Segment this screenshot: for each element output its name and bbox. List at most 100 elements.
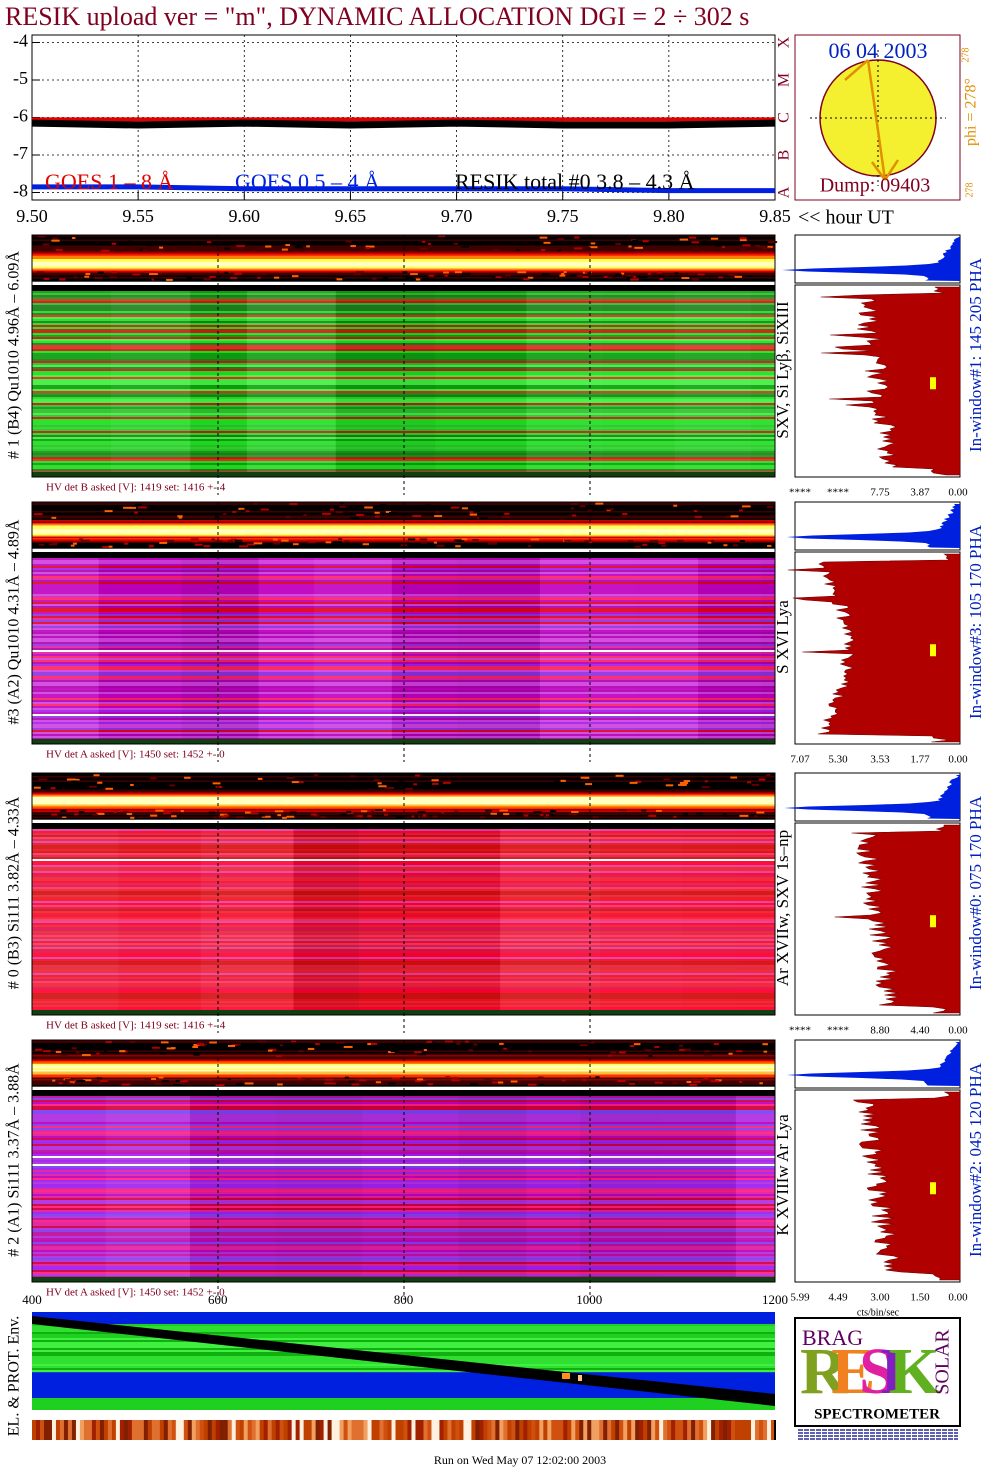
spectrogram-row [32, 993, 775, 996]
hist-tick-label: 5.99 [790, 1292, 810, 1304]
colorbar-cell [739, 1420, 744, 1440]
strip-speckle [498, 1082, 505, 1085]
spectrogram-row [32, 443, 775, 446]
strip-row [32, 269, 775, 272]
strip-speckle [139, 248, 143, 251]
colorbar-cell [43, 1420, 49, 1440]
env-row [32, 1340, 775, 1343]
spectrogram-edge [32, 823, 775, 829]
strip-speckle [320, 816, 327, 819]
strip-speckle [750, 250, 758, 253]
strip-speckle [123, 811, 129, 814]
strip-speckle [70, 780, 80, 783]
colorbar-cell [743, 1420, 748, 1440]
spectrogram-row [32, 1122, 775, 1125]
strip-speckle [312, 786, 320, 789]
strip-speckle [524, 784, 532, 787]
spectrogram-edge [32, 739, 775, 744]
strip-speckle [661, 544, 667, 547]
strip-row [32, 1056, 775, 1059]
strip-speckle [294, 246, 303, 249]
spectrogram-row [32, 425, 775, 428]
strip-speckle [356, 271, 364, 274]
strip-speckle [407, 538, 416, 541]
logo-spectrometer: SPECTROMETER [814, 1406, 940, 1422]
x-tick-label: 9.65 [335, 206, 367, 226]
strip-speckle [723, 813, 727, 816]
strip-speckle [703, 1055, 712, 1058]
strip-speckle [499, 809, 508, 812]
strip-speckle [728, 1052, 733, 1055]
spectrogram-row [32, 303, 775, 306]
strip-speckle [235, 542, 244, 545]
spectrogram-column [105, 1090, 190, 1282]
strip-speckle [193, 1053, 200, 1056]
strip-speckle [693, 510, 698, 513]
strip-speckle [504, 512, 510, 515]
colorbar-cell [507, 1420, 512, 1440]
spectrogram-row [32, 321, 775, 324]
strip-speckle [760, 505, 769, 508]
spectrogram-row [32, 861, 775, 864]
strip-speckle [435, 510, 440, 513]
colorbar-cell [355, 1420, 361, 1440]
colorbar-cell [395, 1420, 401, 1440]
spectrogram-column [32, 552, 99, 744]
strip-speckle [277, 1083, 283, 1086]
spectrogram-column [32, 285, 111, 477]
strip-row [32, 1061, 775, 1063]
strip-speckle [767, 544, 772, 547]
colorbar-cell [735, 1420, 740, 1440]
blue-histogram [786, 504, 960, 548]
strip-speckle [49, 543, 58, 546]
strip-speckle [647, 272, 651, 275]
logo-frame [794, 1317, 961, 1427]
strip-speckle [528, 545, 532, 548]
colorbar-cell [387, 1420, 393, 1440]
colorbar-cell [239, 1420, 245, 1440]
strip-speckle [42, 243, 50, 246]
strip-speckle [105, 787, 114, 790]
strip-speckle [425, 504, 431, 507]
strip-speckle [55, 1050, 62, 1053]
strip-row [32, 1055, 775, 1057]
spectrogram-column [110, 285, 191, 477]
strip-speckle [585, 777, 595, 780]
strip-speckle [549, 813, 554, 816]
strip-speckle [81, 1054, 91, 1057]
strip-speckle [219, 813, 228, 816]
spectrogram-row [32, 973, 775, 976]
strip-speckle [340, 502, 344, 505]
colorbar-cell [731, 1420, 736, 1440]
strip-speckle [258, 1040, 268, 1043]
spectrogram-row [32, 413, 775, 416]
strip-speckle [178, 1082, 185, 1085]
strip-speckle [721, 246, 725, 249]
spectrogram-row [32, 933, 775, 936]
strip-speckle [162, 1079, 169, 1082]
x-tick-label: 9.50 [16, 206, 48, 226]
strip-speckle [336, 511, 343, 514]
strip-row [32, 807, 775, 810]
strip-speckle [703, 240, 708, 243]
strip-speckle [370, 810, 375, 813]
strip-row [32, 536, 775, 539]
spectrogram-row [32, 1248, 775, 1251]
strip-speckle [327, 783, 336, 786]
strip-row [32, 257, 775, 260]
strip-speckle [610, 1051, 617, 1054]
strip-speckle [734, 275, 742, 278]
strip-speckle [465, 1040, 469, 1043]
strip-row [32, 782, 775, 784]
env-marker [578, 1375, 582, 1381]
colorbar-cell [443, 1420, 448, 1440]
colorbar-cell [111, 1420, 117, 1440]
colorbar-cell [455, 1420, 460, 1440]
spectrogram-row [32, 333, 775, 336]
strip-speckle [372, 277, 377, 280]
spectrogram-column [118, 823, 201, 1015]
spectrogram-row [32, 564, 775, 567]
strip-speckle [412, 515, 422, 518]
strip-speckle [179, 1080, 189, 1083]
spectrogram-column [32, 823, 119, 1015]
